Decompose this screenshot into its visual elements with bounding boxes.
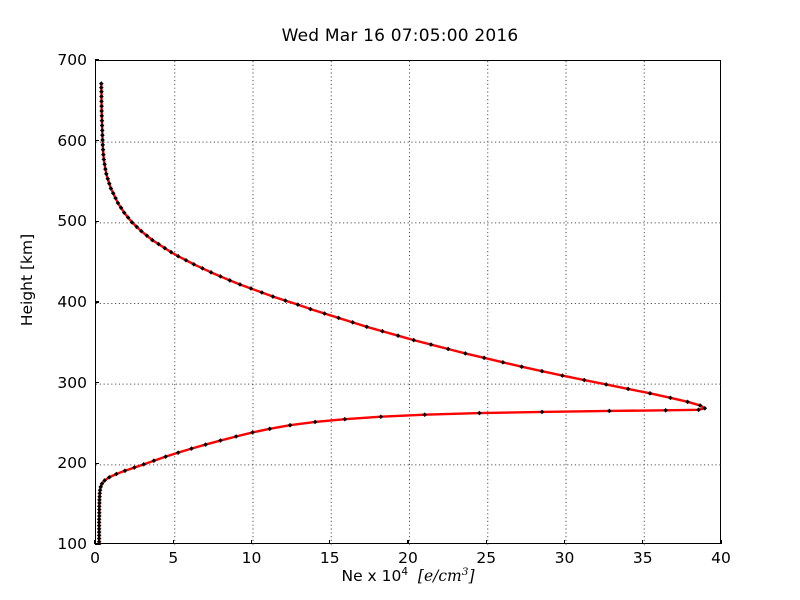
y-tick-label: 200 (57, 454, 87, 473)
x-tick-mark (172, 540, 174, 544)
y-tick-label: 400 (57, 293, 87, 311)
x-tick-label: 25 (476, 549, 497, 567)
y-tick-mark (95, 543, 99, 545)
y-axis-label: Height [km] (18, 233, 36, 327)
x-tick-mark (250, 540, 253, 544)
y-tick-label: 700 (57, 51, 87, 69)
x-tick-label: 0 (90, 549, 100, 567)
x-tick-mark (329, 540, 331, 544)
x-tick-mark (642, 540, 644, 544)
x-axis-label-main: Ne x 10 (341, 567, 402, 586)
data-markers (96, 81, 708, 545)
y-tick-mark (95, 382, 99, 384)
y-tick-mark (95, 301, 99, 303)
x-tick-mark (720, 540, 722, 544)
x-tick-label: 10 (241, 549, 262, 567)
plot-axes (95, 60, 722, 545)
x-tick-mark (407, 540, 409, 544)
y-tick-mark (95, 59, 99, 61)
x-axis-unit-bracket-open: [ (417, 567, 424, 586)
x-tick-label: 30 (554, 549, 575, 567)
y-tick-mark (95, 462, 99, 464)
x-axis-unit-exponent: 3 (461, 566, 469, 578)
y-tick-label: 300 (57, 373, 87, 392)
x-axis-label-exponent: 4 (401, 566, 409, 578)
y-tick-label: 600 (57, 131, 87, 150)
x-tick-label: 40 (711, 549, 731, 567)
y-tick-mark (95, 220, 99, 222)
x-axis-unit: e/cm (423, 567, 462, 586)
x-tick-mark (485, 540, 487, 544)
y-tick-label: 100 (57, 535, 87, 553)
plot-title: Wed Mar 16 07:05:00 2016 (281, 26, 519, 46)
x-tick-label: 35 (632, 549, 653, 567)
plot-canvas (96, 61, 722, 545)
grid-lines (96, 61, 722, 545)
x-axis-label: Ne x 104 [e/cm3] (95, 566, 721, 585)
x-tick-mark (563, 540, 566, 544)
data-line (97, 82, 706, 545)
x-tick-mark (94, 540, 96, 544)
x-axis-unit-bracket-close: ] (468, 567, 475, 586)
x-tick-label: 5 (168, 549, 179, 567)
x-tick-label: 20 (398, 549, 418, 567)
x-tick-label: 15 (319, 549, 340, 567)
y-tick-mark (95, 140, 99, 142)
y-tick-label: 500 (57, 212, 87, 231)
